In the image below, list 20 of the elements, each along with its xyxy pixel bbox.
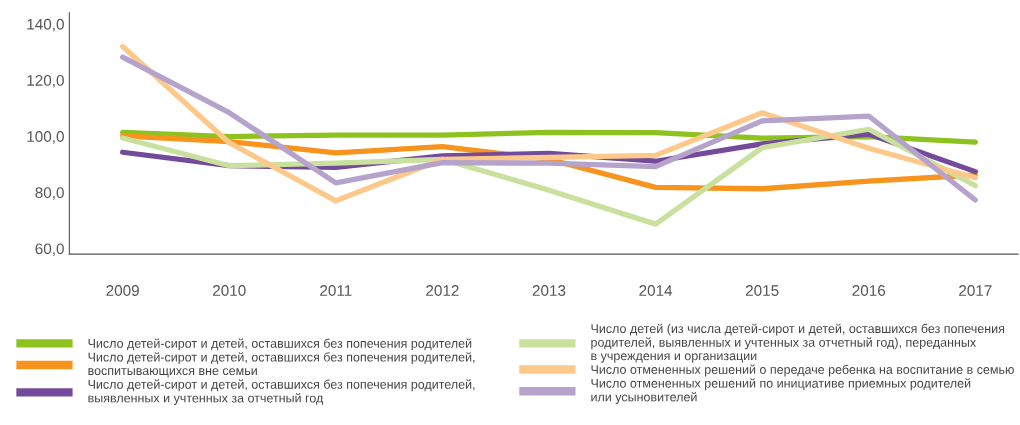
legend-label: Число детей-сирот и детей, оставшихся без попечения родителей	[88, 338, 472, 351]
y-tick-label: 60,0	[35, 243, 64, 257]
x-tick-label: 2016	[852, 285, 886, 296]
y-tick-label: 140,0	[27, 18, 64, 32]
legend-label: Число детей-сирот и детей, оставшихся без попечения родителей, воспитывающихся вне семьи	[88, 352, 475, 378]
x-tick-label: 2017	[959, 285, 992, 296]
x-tick-label: 2010	[213, 285, 246, 296]
x-tick-label: 2012	[426, 285, 459, 296]
x-tick-label: 2009	[106, 285, 139, 296]
legend-label: Число отмененных решений по инициативе приемных родителей или усыновителей	[591, 378, 971, 404]
y-tick-label: 100,0	[27, 131, 64, 144]
legend-label: Число детей-сирот и детей, оставшихся без попечения родителей, выявленных и учтенных за отчетный год	[88, 379, 475, 405]
x-tick-label: 2015	[745, 285, 779, 296]
legend-label: Число отмененных решений о передаче ребенка на воспитание в семью	[591, 364, 1014, 377]
legend-label: Число детей (из числа детей-сирот и детей, оставшихся без попечения родителей, выявленных и учтенных за отчетный год), переданных в учреждения и организации	[591, 323, 1005, 363]
x-tick-label: 2014	[639, 285, 673, 296]
x-tick-label: 2011	[320, 285, 352, 296]
y-tick-label: 80,0	[35, 187, 64, 200]
y-tick-label: 120,0	[27, 74, 64, 88]
x-tick-label: 2013	[532, 285, 566, 296]
